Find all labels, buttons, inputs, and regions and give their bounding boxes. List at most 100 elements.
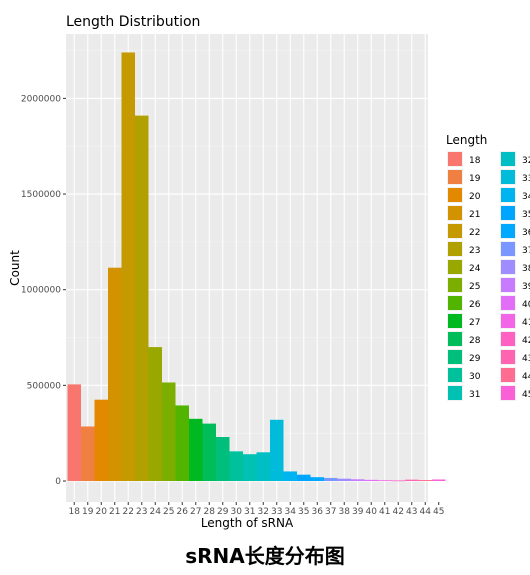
- legend-label: 27: [469, 318, 480, 328]
- legend-swatch: [501, 278, 515, 292]
- x-tick-label: 20: [96, 507, 108, 517]
- legend-label: 39: [522, 282, 530, 292]
- bar-27: [189, 418, 203, 481]
- legend-label: 25: [469, 282, 480, 292]
- legend-item-22: 22: [447, 223, 480, 239]
- x-tick-label: 44: [420, 507, 432, 517]
- bar-39: [351, 479, 365, 481]
- legend-item-29: 29: [447, 349, 481, 365]
- legend-swatch: [448, 368, 462, 382]
- bar-44: [418, 480, 432, 481]
- bar-41: [378, 480, 392, 482]
- y-tick-label: 1000000: [21, 286, 61, 296]
- legend-item-31: 31: [447, 385, 480, 401]
- y-tick-label: 2000000: [21, 94, 61, 104]
- legend-label: 44: [522, 372, 530, 382]
- legend-item-21: 21: [447, 205, 480, 221]
- bar-40: [364, 479, 378, 481]
- legend-swatch: [501, 296, 515, 310]
- x-tick-label: 35: [298, 507, 309, 517]
- legend-items: 18 19 20 21 22 23 24 25 26 27 28 29 30 31 32 33 34 35 36 37…: [447, 151, 530, 401]
- legend-item-26: 26: [447, 295, 481, 311]
- legend-label: 28: [469, 336, 481, 346]
- legend-label: 19: [469, 174, 481, 184]
- legend-label: 41: [522, 318, 530, 328]
- legend-label: 35: [522, 210, 530, 220]
- x-tick-label: 22: [123, 507, 134, 517]
- legend-swatch: [448, 278, 462, 292]
- x-tick-label: 38: [339, 507, 351, 517]
- legend-swatch: [448, 170, 462, 184]
- legend-item-40: 40: [500, 295, 530, 311]
- legend-item-24: 24: [447, 259, 481, 275]
- legend-label: 23: [469, 246, 480, 256]
- x-tick-label: 30: [231, 507, 243, 517]
- x-tick-label: 32: [258, 507, 269, 517]
- legend-item-39: 39: [500, 277, 530, 293]
- legend-item-42: 42: [500, 331, 530, 347]
- bar-45: [432, 479, 446, 481]
- bar-26: [175, 405, 189, 481]
- legend: Length 18 19 20 21 22 23 24 25 26 27 28 29 30 31 32 33 3…: [446, 133, 530, 401]
- legend-label: 29: [469, 354, 481, 364]
- bar-42: [391, 480, 405, 482]
- legend-swatch: [501, 386, 515, 400]
- legend-swatch: [501, 260, 515, 274]
- bar-28: [202, 423, 216, 481]
- x-tick-label: 43: [406, 507, 417, 517]
- legend-swatch: [501, 332, 515, 346]
- x-tick-label: 33: [271, 507, 282, 517]
- legend-item-41: 41: [500, 313, 530, 329]
- legend-item-36: 36: [500, 223, 530, 239]
- legend-swatch: [501, 224, 515, 238]
- bar-33: [270, 419, 284, 481]
- legend-swatch: [501, 314, 515, 328]
- x-tick-label: 37: [325, 507, 336, 517]
- legend-item-43: 43: [500, 349, 530, 365]
- legend-swatch: [501, 206, 515, 220]
- legend-label: 21: [469, 210, 480, 220]
- x-tick-label: 28: [204, 507, 216, 517]
- legend-item-35: 35: [500, 205, 530, 221]
- legend-label: 30: [469, 372, 481, 382]
- y-tick-label: 0: [55, 477, 61, 487]
- legend-label: 36: [522, 228, 530, 238]
- legend-swatch: [448, 260, 462, 274]
- x-tick-label: 29: [217, 507, 229, 517]
- bars-group: [67, 52, 446, 482]
- figure-caption: sRNA长度分布图: [185, 544, 345, 568]
- chart-title: Length Distribution: [66, 14, 200, 30]
- legend-swatch: [448, 206, 462, 220]
- x-tick-label: 19: [82, 507, 94, 517]
- x-axis-label: Length of sRNA: [201, 516, 294, 530]
- bar-37: [324, 477, 338, 481]
- legend-swatch: [501, 170, 515, 184]
- legend-label: 32: [522, 156, 530, 166]
- bar-22: [121, 52, 135, 481]
- x-tick-label: 26: [177, 507, 189, 517]
- legend-swatch: [448, 314, 462, 328]
- legend-label: 22: [469, 228, 480, 238]
- bar-35: [297, 474, 311, 481]
- legend-label: 18: [469, 156, 481, 166]
- legend-swatch: [501, 152, 515, 166]
- legend-item-32: 32: [500, 151, 530, 167]
- legend-swatch: [501, 188, 515, 202]
- legend-item-45: 45: [500, 385, 530, 401]
- legend-label: 45: [522, 390, 530, 400]
- x-tick-label: 18: [69, 507, 81, 517]
- legend-swatch: [448, 386, 462, 400]
- legend-label: 26: [469, 300, 481, 310]
- x-tick-label: 23: [136, 507, 147, 517]
- legend-item-33: 33: [500, 169, 530, 185]
- legend-item-23: 23: [447, 241, 480, 257]
- x-tick-label: 21: [109, 507, 120, 517]
- y-axis-ticks: 0 500000 1000000 1500000 2000000: [21, 94, 66, 487]
- legend-item-34: 34: [500, 187, 530, 203]
- legend-item-18: 18: [447, 151, 481, 167]
- legend-swatch: [448, 224, 462, 238]
- bar-31: [243, 454, 257, 481]
- bar-36: [310, 477, 324, 481]
- legend-label: 34: [522, 192, 530, 202]
